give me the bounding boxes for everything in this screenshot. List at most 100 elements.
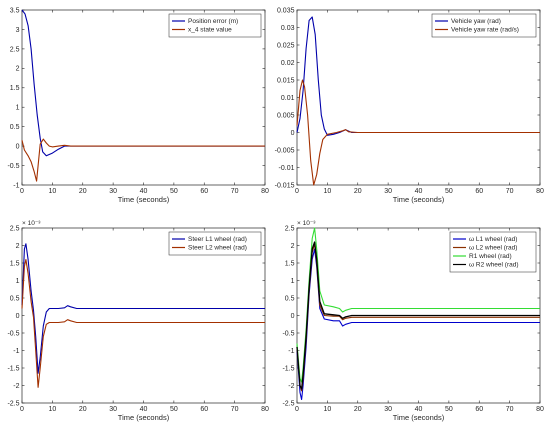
x-tick-label: 40 xyxy=(415,188,423,195)
x-tick-label: 70 xyxy=(231,406,239,413)
x-tick-label: 80 xyxy=(261,406,269,413)
legend-entry: Position error (m) xyxy=(188,18,238,25)
y-tick-label: 0.5 xyxy=(10,295,20,302)
x-tick-label: 50 xyxy=(170,406,178,413)
legend-entry: ω L2 wheel (rad) xyxy=(469,245,517,252)
y-tick-label: -2.5 xyxy=(282,400,294,407)
x-tick-label: 20 xyxy=(79,406,87,413)
y-tick-label: -0.005 xyxy=(275,147,295,154)
y-tick-label: 0.01 xyxy=(281,95,295,102)
x-axis-label: Time (seconds) xyxy=(393,195,445,204)
y-tick-label: -0.5 xyxy=(282,330,294,337)
y-tick-label: -0.015 xyxy=(275,182,295,189)
y-tick-label: 0.035 xyxy=(277,7,295,14)
legend-box xyxy=(168,231,262,256)
x-axis-label: Time (seconds) xyxy=(118,413,170,422)
legend-box xyxy=(168,13,262,38)
x-tick-label: 80 xyxy=(261,188,269,195)
x-tick-label: 60 xyxy=(475,406,483,413)
x-axis-label: Time (seconds) xyxy=(393,413,445,422)
x-tick-label: 60 xyxy=(200,406,208,413)
x-tick-label: 50 xyxy=(445,406,453,413)
series-line-4 xyxy=(296,241,540,390)
legend-entry: R1 wheel (rad) xyxy=(469,253,512,260)
x-tick-label: 80 xyxy=(536,406,544,413)
y-tick-label: -2.5 xyxy=(7,400,19,407)
y-tick-label: -2 xyxy=(288,383,294,390)
y-tick-label: -0.5 xyxy=(7,330,19,337)
legend-entry: Steer L1 wheel (rad) xyxy=(188,236,247,243)
y-tick-label: -1 xyxy=(13,182,19,189)
y-tick-label: 0.025 xyxy=(277,42,295,49)
x-tick-label: 80 xyxy=(536,188,544,195)
x-tick-label: 60 xyxy=(200,188,208,195)
y-tick-label: 0.5 xyxy=(10,124,20,131)
x-tick-label: 20 xyxy=(354,406,362,413)
y-tick-label: -1.5 xyxy=(282,365,294,372)
y-tick-label: 1 xyxy=(16,278,20,285)
chart-panel-2: 0 10 20 30 40 50 60 70 80 0.035 0.03 0.025 0.02 0.015… xyxy=(275,7,544,204)
chart-panel-1: 0 10 20 30 40 50 60 70 80 3.5 3 2.5 2 1.5 1 0.5 0 -0.5 -1 T… xyxy=(7,7,269,204)
y-tick-label: 1.5 xyxy=(10,260,20,267)
y-tick-label: 1 xyxy=(291,278,295,285)
x-tick-label: 70 xyxy=(506,406,514,413)
y-tick-label: 2 xyxy=(16,66,20,73)
legend-entry: Vehicle yaw rate (rad/s) xyxy=(451,27,519,34)
legend-entry: Vehicle yaw (rad) xyxy=(451,18,501,25)
y-tick-label: 0 xyxy=(291,313,295,320)
x-tick-label: 30 xyxy=(109,188,117,195)
series-line-2 xyxy=(21,258,265,388)
plot-area xyxy=(296,9,541,186)
x-tick-label: 20 xyxy=(79,188,87,195)
x-tick-label: 50 xyxy=(170,188,178,195)
y-tick-label: 1 xyxy=(16,105,20,112)
x-tick-label: 10 xyxy=(48,188,56,195)
y-tick-label: -0.5 xyxy=(7,163,19,170)
series-line-2 xyxy=(21,138,265,182)
series-line-2 xyxy=(296,79,540,186)
x-tick-label: 30 xyxy=(384,406,392,413)
y-tick-label: 2.5 xyxy=(285,225,295,232)
x-tick-label: 50 xyxy=(445,188,453,195)
y-exponent-label: × 10⁻³ xyxy=(22,220,41,227)
plot-area xyxy=(21,9,266,186)
x-tick-label: 0 xyxy=(295,406,299,413)
x-tick-label: 10 xyxy=(48,406,56,413)
y-tick-label: 0 xyxy=(16,144,20,151)
y-tick-label: 2 xyxy=(16,243,20,250)
y-tick-label: 2.5 xyxy=(10,225,20,232)
y-tick-label: -1.5 xyxy=(7,365,19,372)
plot-area xyxy=(21,227,266,404)
x-tick-label: 0 xyxy=(295,188,299,195)
legend-entry: x_4 state value xyxy=(188,27,232,34)
x-axis-label: Time (seconds) xyxy=(118,195,170,204)
legend-box xyxy=(431,13,537,38)
x-tick-label: 70 xyxy=(231,188,239,195)
y-tick-label: 3 xyxy=(16,27,20,34)
y-tick-label: -2 xyxy=(13,383,19,390)
y-tick-label: 0 xyxy=(16,313,20,320)
y-tick-label: -0.01 xyxy=(279,165,295,172)
series-line-3 xyxy=(296,227,540,383)
legend-entry: Steer L2 wheel (rad) xyxy=(188,245,247,252)
legend-entry: ω L1 wheel (rad) xyxy=(469,236,517,243)
x-tick-label: 30 xyxy=(384,188,392,195)
x-tick-label: 10 xyxy=(323,188,331,195)
y-tick-label: 0.5 xyxy=(285,295,295,302)
y-tick-label: 1.5 xyxy=(285,260,295,267)
y-tick-label: 2 xyxy=(291,243,295,250)
x-tick-label: 10 xyxy=(323,406,331,413)
x-tick-label: 40 xyxy=(140,406,148,413)
x-tick-label: 20 xyxy=(354,188,362,195)
y-tick-label: -1 xyxy=(13,348,19,355)
y-tick-label: 0 xyxy=(291,130,295,137)
y-tick-label: 1.5 xyxy=(10,85,20,92)
series-line-1 xyxy=(21,243,265,374)
chart-panel-4: 0 10 20 30 40 50 60 70 80 2.5 2 1.5 1 0.5 0 -0.5 -1 -1.5 -… xyxy=(282,220,544,422)
y-tick-label: 3.5 xyxy=(10,7,20,14)
y-tick-label: 0.015 xyxy=(277,77,295,84)
x-tick-label: 30 xyxy=(109,406,117,413)
chart-panel-3: 0 10 20 30 40 50 60 70 80 2.5 2 1.5 1 0.5 0 -0.5 -1 -1.5 -… xyxy=(7,220,269,422)
y-tick-label: 0.005 xyxy=(277,112,295,119)
